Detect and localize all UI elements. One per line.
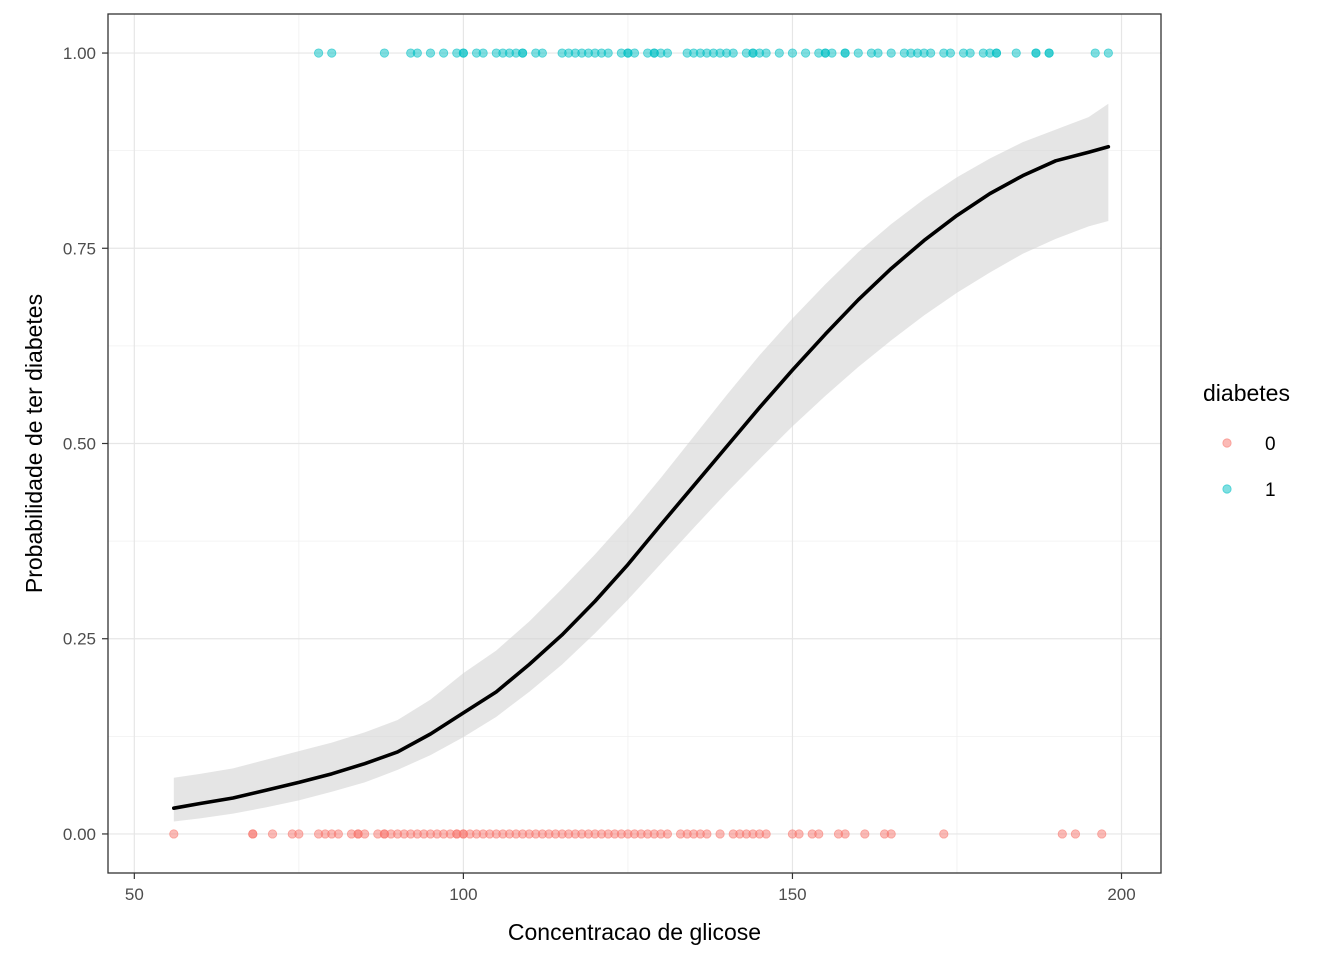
data-point-0 [360, 829, 370, 839]
scatter-points [169, 48, 1113, 839]
data-point-0 [248, 829, 258, 839]
data-point-0 [1057, 829, 1067, 839]
data-point-0 [333, 829, 343, 839]
legend-label-1: 1 [1265, 480, 1276, 501]
data-point-1 [787, 48, 798, 58]
data-point-1 [728, 48, 738, 58]
y-tick-label: 0.50 [63, 435, 96, 454]
data-point-0 [267, 829, 278, 839]
data-point-0 [1097, 829, 1107, 839]
data-point-1 [425, 48, 436, 58]
y-tick-label: 0.25 [63, 630, 96, 649]
fitted-curve [172, 144, 1111, 810]
x-tick-label: 100 [449, 885, 477, 904]
data-point-1 [853, 48, 863, 58]
y-tick-label: 0.00 [63, 825, 96, 844]
data-point-0 [886, 829, 896, 839]
data-point-1 [662, 48, 673, 58]
y-tick-label: 0.75 [63, 239, 96, 258]
data-point-1 [458, 48, 468, 58]
data-point-0 [169, 829, 179, 839]
data-point-1 [1103, 48, 1113, 58]
data-point-1 [327, 48, 337, 58]
major-gridlines [108, 14, 1161, 873]
data-point-1 [1090, 48, 1100, 58]
data-point-0 [662, 829, 673, 839]
data-point-0 [715, 829, 725, 839]
data-point-1 [412, 48, 422, 58]
fitted-probability-line [172, 144, 1111, 810]
data-point-0 [814, 829, 824, 839]
data-point-0 [794, 829, 804, 839]
data-point-1 [886, 48, 896, 58]
x-tick-label: 150 [778, 885, 806, 904]
data-point-0 [1070, 829, 1081, 839]
legend: diabetes 0 1 [1203, 380, 1290, 501]
data-point-1 [827, 48, 837, 58]
data-point-1 [840, 48, 850, 58]
data-point-1 [965, 48, 975, 58]
data-point-1 [1011, 48, 1021, 58]
y-tick-label: 1.00 [63, 44, 96, 63]
data-point-1 [801, 48, 811, 58]
legend-title: diabetes [1203, 380, 1290, 406]
data-point-1 [537, 48, 547, 58]
x-axis-title: Concentracao de glicose [508, 919, 761, 945]
data-point-1 [774, 48, 784, 58]
data-point-0 [702, 829, 712, 839]
y-axis: 0.00 0.25 0.50 0.75 1.00 [63, 44, 108, 844]
data-point-1 [518, 48, 528, 58]
data-point-0 [939, 829, 949, 839]
legend-key-0 [1222, 438, 1232, 448]
legend-label-0: 0 [1265, 434, 1276, 455]
y-axis-title: Probabilidade de ter diabetes [21, 294, 47, 593]
x-tick-label: 200 [1107, 885, 1135, 904]
x-axis: 50 100 150 200 [125, 873, 1136, 904]
data-point-1 [1044, 48, 1054, 58]
data-point-1 [945, 48, 956, 58]
data-point-0 [840, 829, 850, 839]
data-point-1 [478, 48, 488, 58]
data-point-1 [629, 48, 640, 58]
legend-key-1 [1222, 484, 1232, 494]
data-point-0 [860, 829, 870, 839]
data-point-1 [603, 48, 613, 58]
data-point-1 [1031, 48, 1041, 58]
data-point-1 [991, 48, 1002, 58]
data-point-1 [379, 48, 390, 58]
data-point-1 [873, 48, 883, 58]
x-tick-label: 50 [125, 885, 144, 904]
data-point-1 [439, 48, 449, 58]
data-point-0 [761, 829, 771, 839]
data-point-1 [313, 48, 324, 58]
data-point-1 [761, 48, 771, 58]
data-point-1 [926, 48, 936, 58]
data-point-0 [294, 829, 304, 839]
